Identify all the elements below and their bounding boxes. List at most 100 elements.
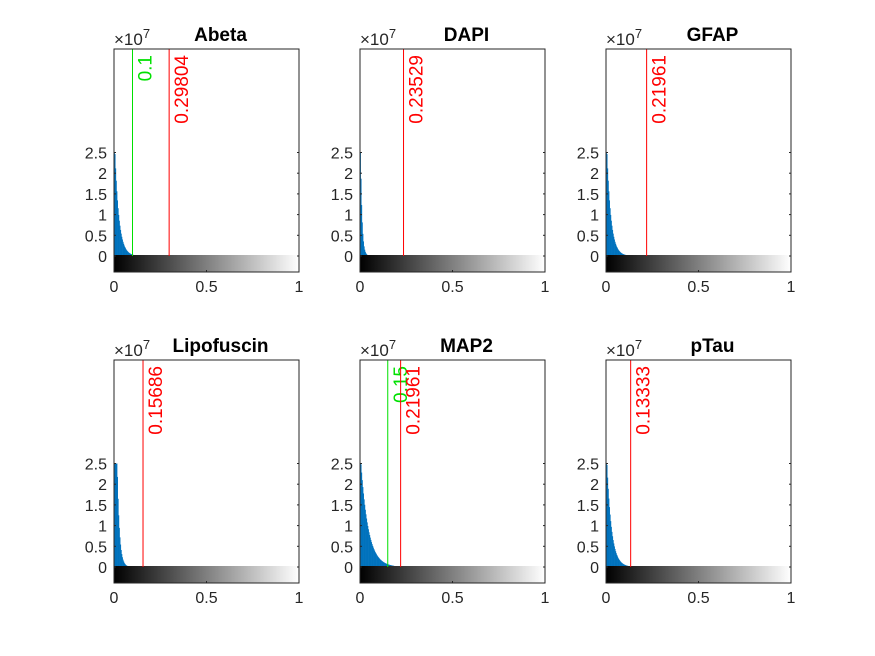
x-tick-label: 0 bbox=[356, 590, 365, 607]
y-tick-label: 2.5 bbox=[331, 146, 353, 163]
threshold-label: 0.1 bbox=[136, 55, 157, 81]
grayscale-colorbar bbox=[114, 255, 299, 272]
y-tick-label: 1 bbox=[344, 208, 353, 225]
histogram-bar bbox=[120, 549, 122, 567]
plot-area bbox=[114, 360, 299, 583]
histogram-bar bbox=[367, 525, 369, 567]
histogram-bar bbox=[382, 561, 384, 567]
histogram-bar bbox=[619, 560, 621, 567]
y-tick-label: 2.5 bbox=[331, 457, 353, 474]
histogram-bar bbox=[126, 250, 128, 256]
grayscale-colorbar bbox=[360, 255, 545, 272]
histogram-bar bbox=[612, 540, 614, 567]
y-tick-label: 0 bbox=[98, 249, 107, 266]
histogram-bar bbox=[124, 563, 126, 567]
histogram-bar bbox=[368, 529, 369, 567]
histogram-bars bbox=[360, 463, 395, 567]
histogram-bar bbox=[122, 239, 123, 256]
histogram-bar bbox=[615, 551, 617, 567]
x-tick-label: 0.5 bbox=[441, 279, 463, 296]
histogram-bar bbox=[370, 539, 372, 567]
histogram-bar bbox=[116, 463, 118, 567]
y-exponent-label: ×107 bbox=[606, 26, 642, 49]
histogram-bar bbox=[617, 557, 619, 567]
x-tick-label: 1 bbox=[787, 279, 796, 296]
y-tick-label: 1.5 bbox=[577, 498, 599, 515]
y-tick-label: 1 bbox=[590, 519, 599, 536]
histogram-bar bbox=[117, 498, 119, 567]
x-tick-label: 0.5 bbox=[687, 279, 709, 296]
threshold-label: 0.21961 bbox=[404, 366, 425, 435]
histogram-bar bbox=[118, 527, 120, 567]
histogram-bar bbox=[607, 488, 609, 567]
y-tick-label: 0.5 bbox=[577, 228, 599, 245]
histogram-bar bbox=[118, 214, 120, 256]
plot-area bbox=[114, 49, 299, 272]
plot-area bbox=[606, 360, 791, 583]
plot-area bbox=[360, 360, 545, 583]
y-tick-label: 0.5 bbox=[577, 539, 599, 556]
y-tick-label: 1 bbox=[98, 519, 107, 536]
histogram-bar bbox=[364, 509, 366, 567]
histogram-bar bbox=[611, 531, 613, 567]
histogram-bar bbox=[385, 563, 387, 567]
histogram-bar bbox=[381, 560, 383, 567]
histogram-bar bbox=[615, 245, 617, 256]
histogram-bar bbox=[377, 557, 379, 567]
histogram-bar bbox=[609, 200, 610, 256]
histogram-bar bbox=[621, 562, 623, 567]
histogram-bar bbox=[610, 526, 612, 567]
y-exponent-label: ×107 bbox=[114, 337, 150, 360]
histogram-bar bbox=[622, 253, 623, 256]
histogram-bar bbox=[363, 493, 364, 567]
grayscale-colorbar bbox=[606, 566, 791, 583]
plot-area bbox=[360, 49, 545, 272]
y-tick-label: 1.5 bbox=[85, 498, 107, 515]
histogram-bar bbox=[361, 222, 363, 256]
y-tick-label: 2.5 bbox=[577, 146, 599, 163]
histogram-bar bbox=[376, 555, 378, 567]
histogram-bar bbox=[121, 236, 123, 256]
y-tick-label: 2.5 bbox=[577, 457, 599, 474]
threshold-label: 0.15 bbox=[391, 366, 412, 403]
histogram-bar bbox=[618, 559, 620, 567]
histogram-bar bbox=[380, 559, 382, 567]
histogram-bar bbox=[389, 564, 391, 567]
histogram-bar bbox=[372, 545, 374, 567]
histogram-bar bbox=[617, 556, 619, 567]
threshold-label: 0.13333 bbox=[634, 366, 655, 435]
panel-dapi: 0.23529 0 0.5 1 1.5 2 2.5 0 0.5 1 ×107 DAPI bbox=[331, 25, 550, 296]
histogram-bar bbox=[380, 560, 382, 567]
x-tick-label: 1 bbox=[295, 279, 304, 296]
y-exponent-label: ×107 bbox=[606, 337, 642, 360]
plot-area bbox=[606, 49, 791, 272]
histogram-bar bbox=[618, 558, 620, 567]
histogram-bar bbox=[371, 544, 373, 567]
y-tick-label: 2 bbox=[344, 477, 353, 494]
y-tick-label: 2.5 bbox=[85, 457, 107, 474]
histogram-bar bbox=[119, 537, 121, 567]
histogram-bar bbox=[123, 561, 125, 567]
histogram-bar bbox=[117, 200, 118, 256]
histogram-bar bbox=[607, 180, 609, 256]
panel-abeta: 0.1 0.29804 0 0.5 1 1.5 2 2.5 0 0.5 1 ×107 Abeta bbox=[85, 25, 304, 296]
histogram-bar bbox=[614, 546, 615, 567]
grayscale-colorbar bbox=[606, 255, 791, 272]
histogram-bar bbox=[120, 544, 122, 567]
histogram-bar bbox=[122, 559, 124, 567]
histogram-bar bbox=[373, 549, 375, 567]
y-tick-label: 1.5 bbox=[331, 498, 353, 515]
histogram-bar bbox=[115, 463, 117, 567]
histogram-bar bbox=[127, 251, 129, 256]
x-tick-label: 0.5 bbox=[441, 590, 463, 607]
histogram-bar bbox=[610, 214, 612, 256]
x-tick-label: 0.5 bbox=[687, 590, 709, 607]
histogram-bar bbox=[120, 229, 122, 256]
histogram-bar bbox=[615, 243, 617, 256]
grayscale-colorbar bbox=[360, 566, 545, 583]
histogram-bar bbox=[620, 561, 622, 567]
histogram-bar bbox=[609, 208, 611, 256]
histogram-bar bbox=[120, 233, 122, 256]
chart-title: DAPI bbox=[444, 25, 489, 46]
